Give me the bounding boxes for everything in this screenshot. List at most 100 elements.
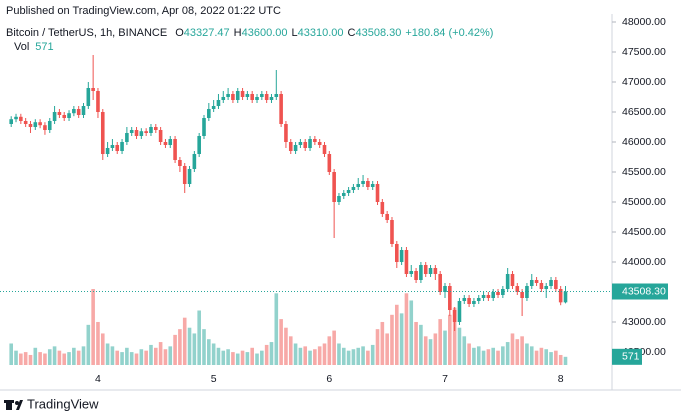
- volume-bar: [245, 352, 250, 365]
- volume-bar: [313, 349, 317, 365]
- volume-bar: [139, 349, 144, 365]
- last-price-box: [612, 283, 668, 300]
- volume-bar: [158, 342, 163, 365]
- candle-body: [544, 286, 549, 289]
- volume-bar: [19, 353, 23, 365]
- x-tick-label: 5: [211, 373, 217, 385]
- candle-body: [115, 145, 120, 151]
- candle-body: [28, 124, 33, 127]
- volume-bar: [462, 336, 467, 365]
- candle-body: [467, 298, 471, 304]
- y-tick-label: 45000.00: [622, 196, 666, 208]
- candle-body: [76, 109, 81, 115]
- volume-bar: [327, 336, 332, 365]
- volume-bar: [563, 356, 568, 365]
- volume-bar: [370, 344, 375, 365]
- volume-bar: [380, 321, 385, 365]
- volume-bar: [510, 333, 515, 365]
- volume-bar: [154, 347, 158, 365]
- candle-body: [549, 280, 553, 286]
- candle-body: [525, 286, 529, 298]
- volume-bar: [486, 349, 491, 365]
- candle-body: [520, 292, 524, 298]
- candle-body: [496, 292, 500, 295]
- volume-bar: [501, 346, 505, 365]
- volume-bar: [549, 352, 553, 365]
- volume-bar: [197, 310, 201, 365]
- candle-body: [298, 142, 303, 145]
- candle-body: [457, 301, 462, 322]
- volume-bar: [33, 347, 38, 365]
- candle-body: [216, 100, 221, 106]
- candle-body: [433, 268, 438, 274]
- candle-body: [100, 112, 105, 154]
- candle-body: [351, 187, 356, 190]
- volume-bar: [221, 350, 226, 365]
- volume-bar: [187, 327, 192, 365]
- volume-bar: [105, 343, 110, 365]
- candle-body: [279, 94, 283, 124]
- candle-body: [178, 160, 182, 166]
- candle-body: [303, 142, 308, 148]
- volume-bar: [337, 343, 341, 365]
- volume-bar: [240, 350, 245, 365]
- legend-key: L: [292, 27, 298, 39]
- volume-bar: [491, 347, 495, 365]
- x-tick-label: 8: [558, 373, 564, 385]
- candle-body: [139, 131, 144, 136]
- candle-body: [274, 94, 279, 97]
- candle-body: [168, 139, 173, 145]
- volume-bar: [288, 336, 293, 365]
- candle-body: [62, 115, 67, 118]
- volume-bar: [515, 339, 520, 365]
- candle-body: [144, 131, 148, 133]
- volume-bar: [390, 314, 394, 365]
- candle-body: [120, 142, 124, 151]
- volume-bar: [544, 349, 549, 365]
- volume-bar: [496, 350, 500, 365]
- volume-bar: [125, 347, 129, 365]
- volume-bar: [361, 346, 365, 365]
- y-tick-label: 44500.00: [622, 226, 666, 238]
- candle-body: [539, 283, 544, 289]
- candle-body: [197, 136, 201, 154]
- volume-bar: [264, 344, 269, 365]
- candle-body: [192, 154, 197, 169]
- volume-bar: [558, 354, 563, 365]
- volume-bar: [62, 353, 67, 365]
- volume-bar: [423, 336, 428, 365]
- candle-body: [327, 154, 332, 172]
- candle-body: [332, 172, 336, 202]
- symbol-legend: Bitcoin / TetherUS, 1h, BINANCE O43327.47…: [6, 27, 493, 39]
- volume-bar: [457, 327, 462, 365]
- volume-bar: [43, 353, 47, 365]
- volume-bar: [14, 350, 18, 365]
- candle-body: [452, 310, 457, 322]
- volume-bar: [419, 324, 423, 365]
- candle-body: [346, 190, 351, 193]
- candle-body: [240, 91, 245, 97]
- candle-body: [269, 97, 274, 100]
- candle-body: [221, 97, 226, 100]
- volume-bar: [308, 350, 312, 365]
- candle-body: [202, 118, 206, 136]
- legend-value: 43310.00: [298, 27, 344, 39]
- volume-box: [612, 348, 642, 365]
- volume-bar: [144, 350, 148, 365]
- candle-body: [43, 125, 47, 130]
- candle-body: [438, 274, 442, 292]
- volume-bar: [293, 343, 298, 365]
- volume-bar: [57, 350, 62, 365]
- volume-bar: [38, 352, 42, 365]
- volume-bar: [47, 349, 52, 365]
- candle-body: [491, 292, 495, 298]
- volume-bar: [341, 347, 346, 365]
- candle-body: [293, 145, 298, 151]
- volume-bar: [399, 313, 404, 365]
- y-tick-label: 46000.00: [622, 136, 666, 148]
- legend-change: +180.84 (+0.42%): [405, 27, 493, 39]
- candle-body: [563, 291, 568, 303]
- volume-bar: [467, 343, 471, 365]
- candle-body: [163, 142, 168, 145]
